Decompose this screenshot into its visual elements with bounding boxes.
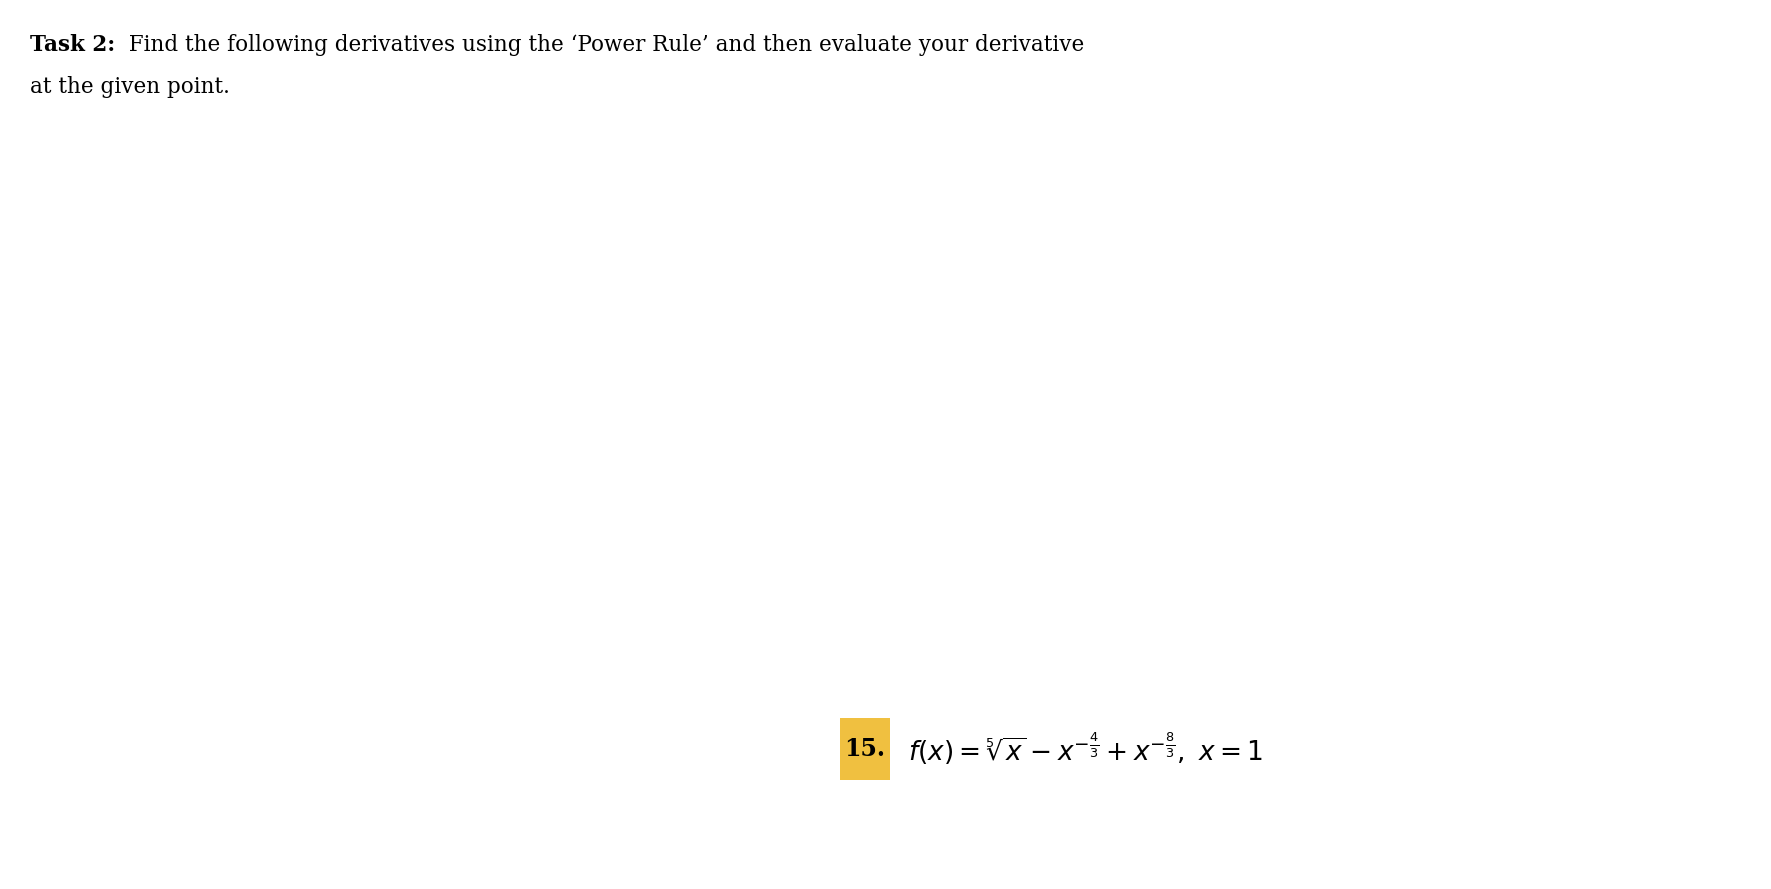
Text: Task 2:: Task 2: [30, 34, 115, 56]
Bar [839, 718, 891, 780]
Text: Find the following derivatives using the ‘Power Rule’ and then evaluate your der: Find the following derivatives using the… [122, 34, 1084, 56]
Text: at the given point.: at the given point. [30, 76, 230, 98]
Text: 15.: 15. [845, 737, 886, 761]
Text: $f(x) = \sqrt[5]{x} - x^{-\frac{4}{3}} + x^{-\frac{8}{3}},\ x = 1$: $f(x) = \sqrt[5]{x} - x^{-\frac{4}{3}} +… [909, 731, 1263, 767]
